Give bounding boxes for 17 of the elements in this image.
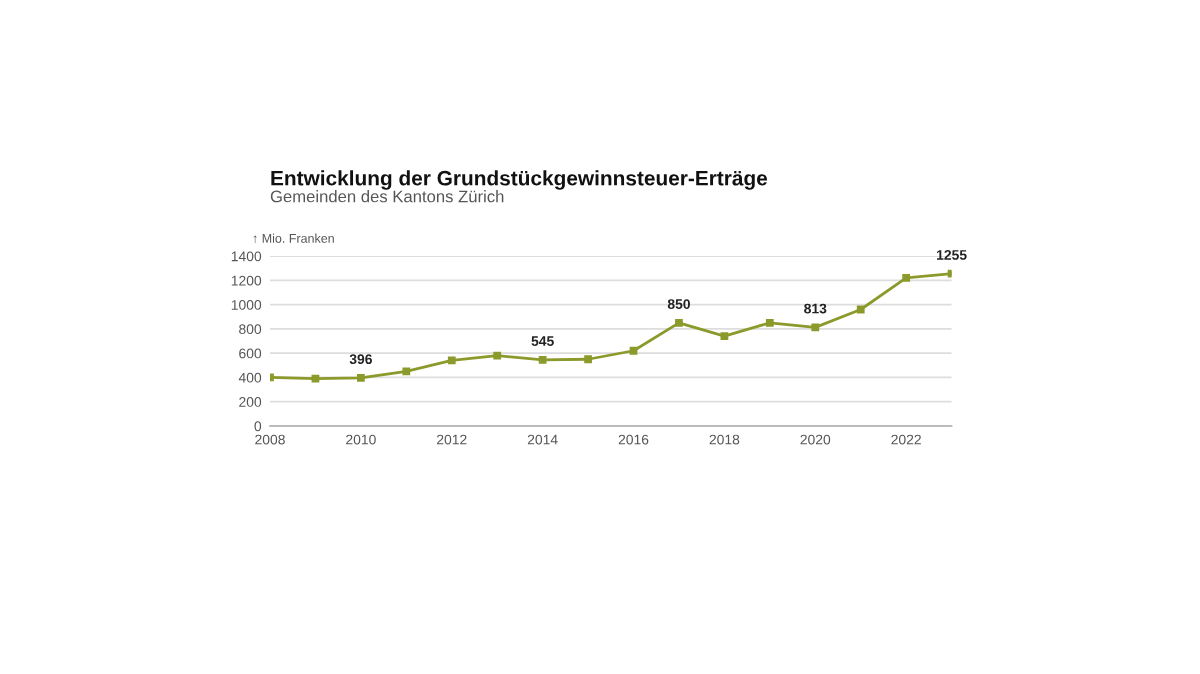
point [811,323,820,332]
chart-title: Entwicklung der Grundstückgewinnsteuer-Erträge [271,170,768,190]
point [902,274,911,282]
chart-subtitle: Gemeinden des Kantons Zürich [270,190,504,203]
line-series [270,269,952,383]
point [356,374,365,382]
point [311,374,320,383]
point [584,355,592,364]
point [538,355,547,364]
point [629,346,638,355]
point [720,332,729,341]
point [765,318,774,327]
point [447,356,456,365]
point [675,318,683,327]
point [493,351,502,360]
point [402,367,411,376]
point [856,305,865,314]
